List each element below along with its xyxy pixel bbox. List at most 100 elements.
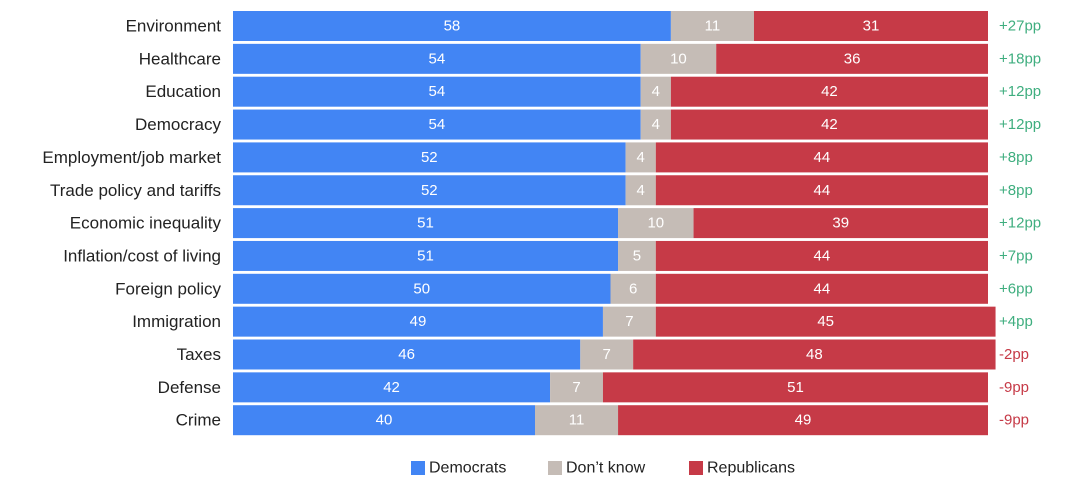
legend-label: Don’t know [566, 460, 646, 477]
bar-segment-democrats [233, 43, 641, 74]
data-label-democrats: 49 [410, 313, 427, 330]
bar-segment-republicans [655, 273, 988, 304]
bar-segment-don-t-know [580, 339, 634, 370]
bar-segment-don-t-know [602, 306, 656, 337]
bar-segment-democrats [233, 142, 626, 173]
difference-label: -2pp [999, 346, 1029, 363]
difference-label: +12pp [999, 116, 1041, 133]
bar-segment-republicans [655, 175, 988, 206]
difference-label: +18pp [999, 50, 1041, 67]
bar-row-crime: Crime 40 11 49 -9pp [176, 405, 1029, 436]
data-label-republicans: 49 [795, 412, 812, 429]
difference-label: -9pp [999, 379, 1029, 396]
data-label-don-t-know: 4 [637, 182, 645, 199]
data-label-republicans: 48 [806, 346, 823, 363]
difference-label: -9pp [999, 412, 1029, 429]
legend-item-don-t-know: Don’t know [548, 460, 646, 477]
data-label-don-t-know: 11 [569, 412, 585, 429]
bar-segment-republicans [633, 339, 996, 370]
data-label-republicans: 42 [821, 83, 838, 100]
bar-segment-republicans [655, 306, 996, 337]
category-label: Economic inequality [70, 214, 222, 233]
bar-segment-democrats [233, 11, 671, 41]
data-label-republicans: 44 [814, 149, 831, 166]
category-label: Crime [176, 411, 221, 430]
data-label-don-t-know: 4 [637, 149, 645, 166]
data-label-democrats: 54 [429, 116, 446, 133]
bar-segment-don-t-know [640, 43, 717, 74]
bar-row-economic-inequality: Economic inequality 51 10 39 +12pp [70, 208, 1041, 239]
bar-row-inflation-cost-of-living: Inflation/cost of living 51 5 44 +7pp [63, 240, 1033, 271]
chart-legend: Democrats Don’t know Republicans [411, 460, 795, 477]
bar-segment-don-t-know [670, 11, 754, 41]
bar-segment-republicans [602, 372, 988, 403]
category-label: Taxes [177, 345, 221, 364]
data-label-don-t-know: 4 [652, 83, 660, 100]
bar-row-democracy: Democracy 54 4 42 +12pp [135, 109, 1041, 140]
category-label: Environment [126, 17, 222, 36]
bar-segment-don-t-know [625, 142, 656, 173]
category-label: Trade policy and tariffs [50, 181, 221, 200]
data-label-republicans: 31 [863, 18, 880, 35]
bar-row-taxes: Taxes 46 7 48 -2pp [177, 339, 1029, 370]
data-label-republicans: 45 [817, 313, 834, 330]
data-label-republicans: 39 [832, 215, 849, 232]
bar-segment-democrats [233, 273, 611, 304]
bar-segment-republicans [655, 142, 988, 173]
bar-segment-republicans [753, 11, 988, 41]
bar-segment-don-t-know [535, 405, 619, 436]
data-label-don-t-know: 10 [670, 50, 687, 67]
bar-segment-don-t-know [550, 372, 603, 403]
difference-label: +8pp [999, 149, 1033, 166]
bar-segment-republicans [693, 208, 988, 239]
data-label-democrats: 52 [421, 182, 438, 199]
legend-item-democrats: Democrats [411, 460, 506, 477]
data-label-republicans: 51 [787, 379, 804, 396]
data-label-don-t-know: 6 [629, 280, 637, 297]
bar-segment-democrats [233, 372, 551, 403]
data-label-don-t-know: 7 [572, 379, 580, 396]
bar-row-education: Education 54 4 42 +12pp [145, 76, 1041, 107]
bar-segment-republicans [655, 240, 988, 271]
bar-segment-democrats [233, 175, 626, 206]
data-label-democrats: 51 [417, 247, 434, 264]
bar-row-defense: Defense 42 7 51 -9pp [158, 372, 1029, 403]
legend-label: Democrats [429, 460, 506, 477]
bar-row-healthcare: Healthcare 54 10 36 +18pp [139, 43, 1041, 74]
category-label: Foreign policy [115, 279, 221, 298]
category-label: Immigration [132, 312, 221, 331]
bar-segment-don-t-know [640, 109, 671, 140]
legend-swatch [689, 461, 703, 475]
bar-segment-don-t-know [610, 273, 656, 304]
bar-segment-democrats [233, 339, 581, 370]
data-label-democrats: 54 [429, 83, 446, 100]
difference-label: +7pp [999, 247, 1033, 264]
bar-row-environment: Environment 58 11 31 +27pp [126, 11, 1041, 41]
bar-row-foreign-policy: Foreign policy 50 6 44 +6pp [115, 273, 1033, 304]
data-label-republicans: 44 [814, 247, 831, 264]
bar-row-employment-job-market: Employment/job market 52 4 44 +8pp [42, 142, 1033, 173]
data-label-don-t-know: 11 [705, 18, 721, 35]
legend-swatch [548, 461, 562, 475]
bar-row-immigration: Immigration 49 7 45 +4pp [132, 306, 1033, 337]
data-label-don-t-know: 7 [603, 346, 611, 363]
category-label: Education [145, 82, 221, 101]
data-label-democrats: 52 [421, 149, 438, 166]
bar-segment-democrats [233, 208, 619, 239]
data-label-democrats: 50 [413, 280, 430, 297]
bar-segment-republicans [716, 43, 988, 74]
difference-label: +6pp [999, 280, 1033, 297]
bar-segment-republicans [670, 76, 988, 107]
difference-label: +4pp [999, 313, 1033, 330]
data-label-republicans: 36 [844, 50, 861, 67]
bar-segment-democrats [233, 76, 641, 107]
difference-label: +8pp [999, 182, 1033, 199]
bar-segment-don-t-know [618, 208, 694, 239]
bar-segment-don-t-know [625, 175, 656, 206]
data-label-democrats: 54 [429, 50, 446, 67]
bar-segment-don-t-know [618, 240, 656, 271]
data-label-don-t-know: 7 [625, 313, 633, 330]
category-label: Democracy [135, 115, 221, 134]
